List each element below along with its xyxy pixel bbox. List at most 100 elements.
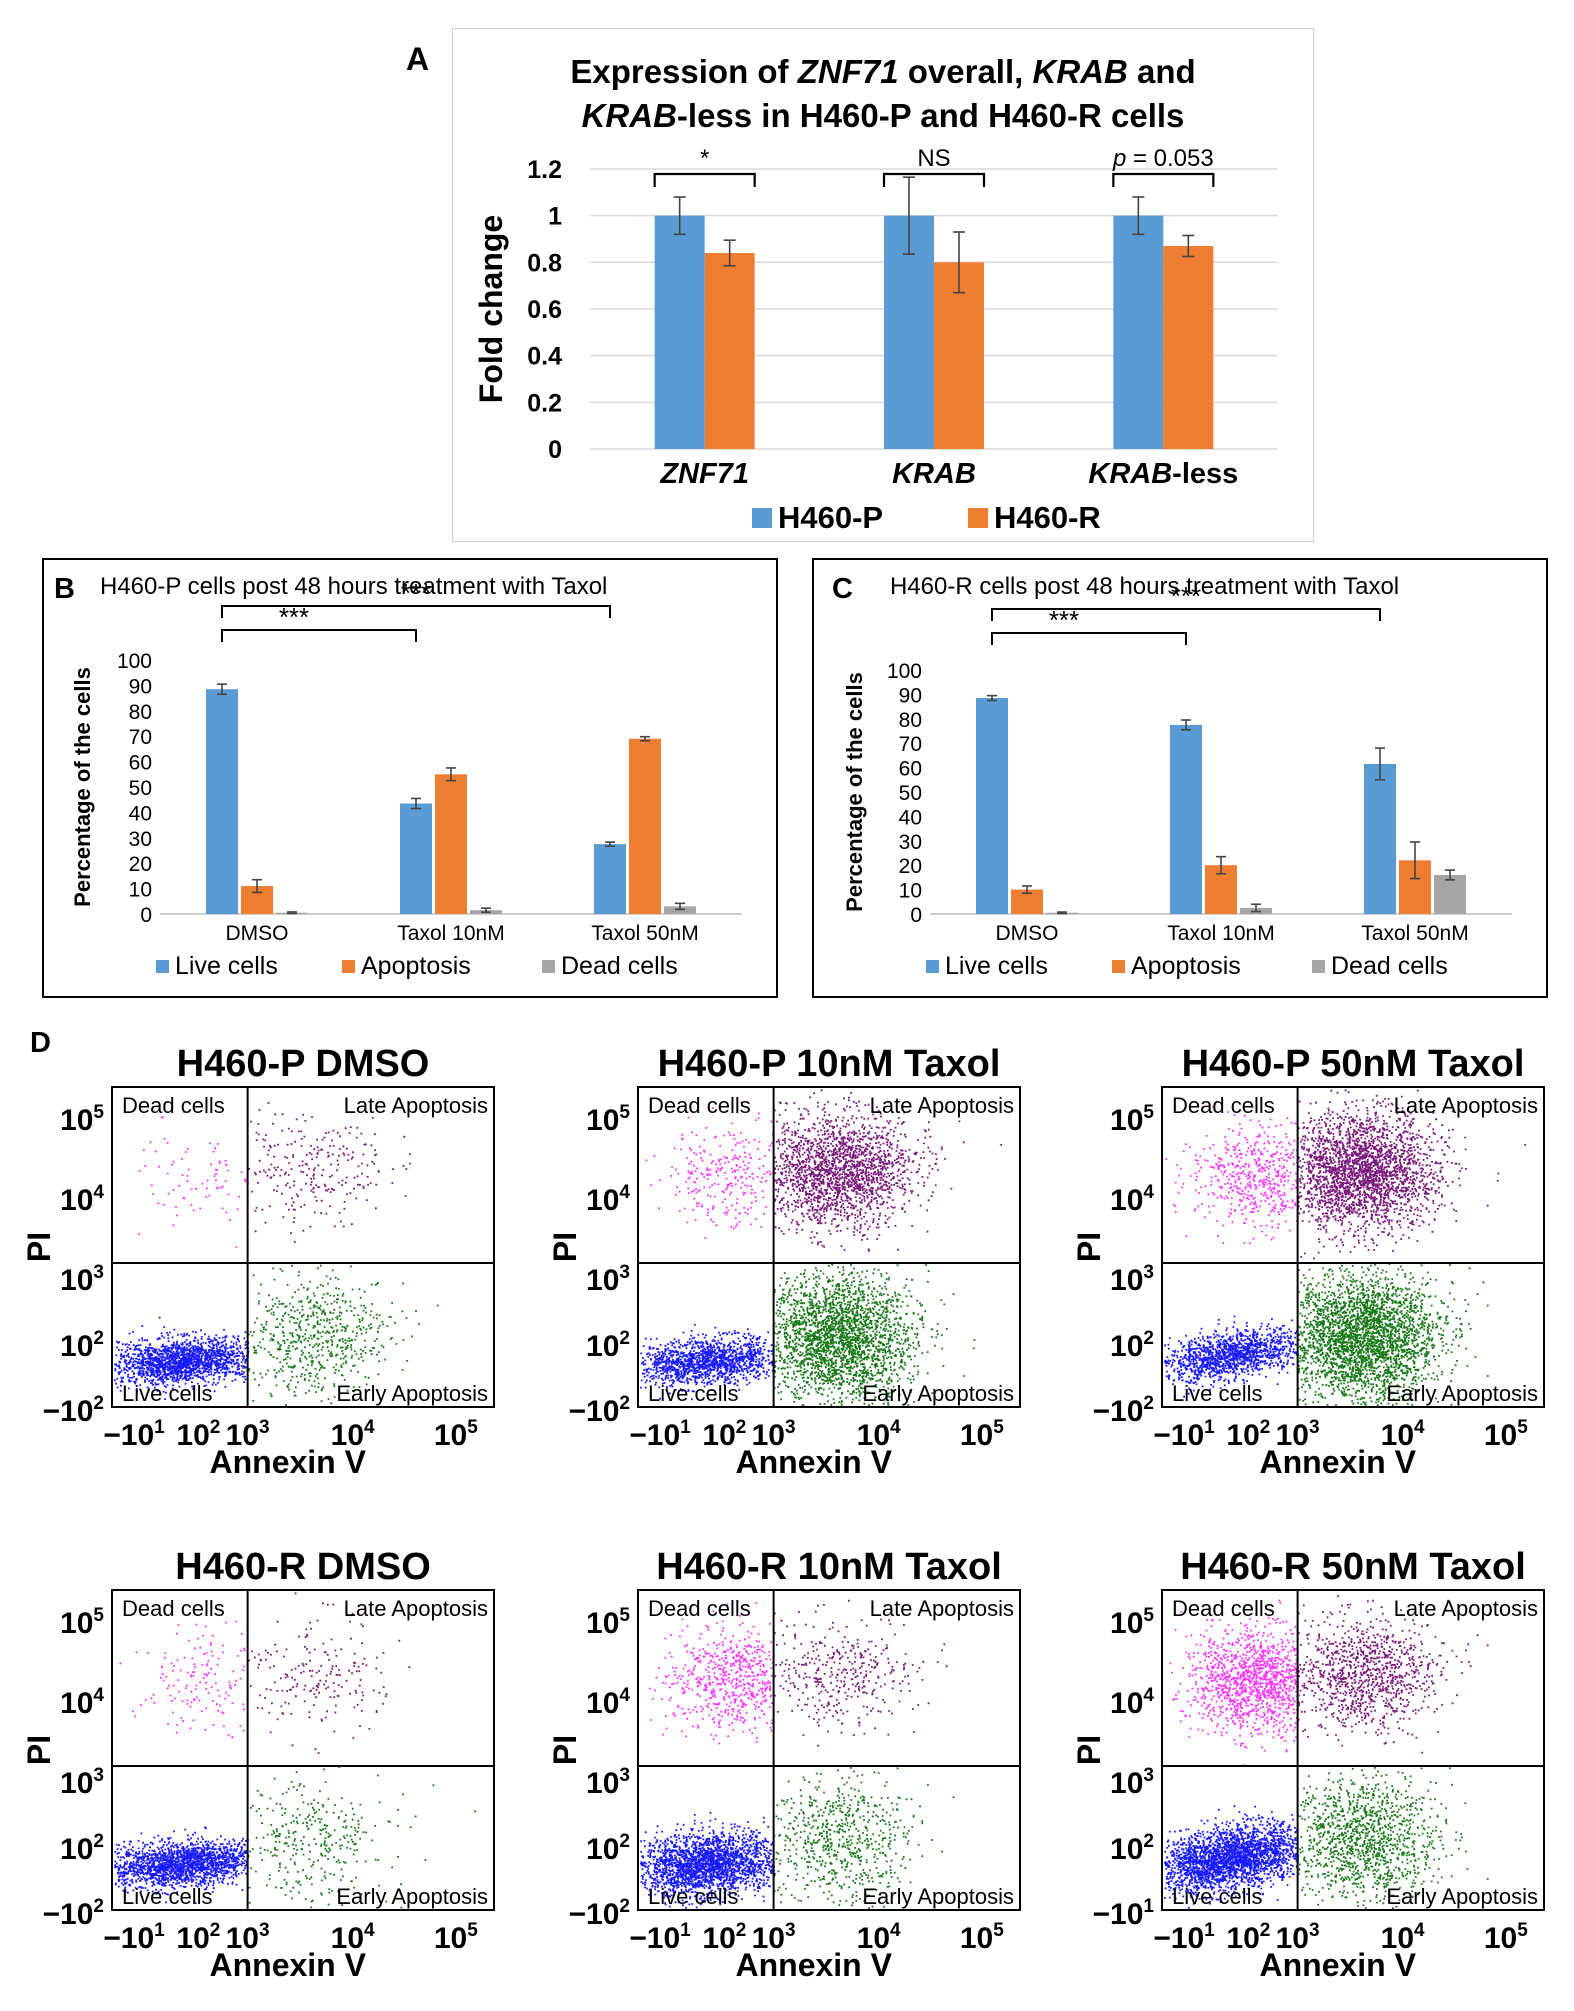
- flow-ytick-bottom: −102: [569, 1896, 630, 1931]
- flow-xtick: −101: [629, 1417, 691, 1452]
- flow-dots-live: [114, 1316, 250, 1400]
- chart-b-panel-letter: B: [54, 573, 75, 605]
- chart-a-legend-swatch-h460r: [968, 508, 988, 528]
- flow-plot-frame: [1161, 1589, 1545, 1911]
- flow-ytick: 105: [1110, 1102, 1154, 1137]
- chart-b-legend-label: Apoptosis: [361, 952, 471, 980]
- chart-a-title-line1: Expression of ZNF71 overall, KRAB and: [570, 53, 1195, 90]
- flow-dots-dead: [649, 1601, 775, 1745]
- flow-ytick: 102: [586, 1831, 630, 1866]
- flow-plot: H460-R 50nM Taxol Dead cells Late Apoptosi…: [1071, 1546, 1545, 1983]
- flow-quadrant-live: Live cells: [648, 1884, 738, 1909]
- flow-xtick: 104: [857, 1920, 901, 1955]
- flow-xtick: 102: [702, 1920, 746, 1955]
- flow-ytick: 105: [60, 1605, 104, 1640]
- flow-ytick: 104: [586, 1182, 630, 1217]
- chart-c-panel-letter: C: [832, 573, 853, 605]
- flow-dots-live: [640, 1811, 776, 1909]
- chart-b-title: H460-P cells post 48 hours treatment wit…: [100, 573, 607, 600]
- flow-plot: H460-P 50nM Taxol Dead cells Late Apoptosi…: [1071, 1043, 1545, 1480]
- flow-quadrant-early: Early Apoptosis: [1386, 1884, 1538, 1909]
- flow-xtick: 102: [176, 1920, 220, 1955]
- flow-ytick: 105: [586, 1102, 630, 1137]
- chart-c-legend-swatch: [1312, 960, 1325, 973]
- chart-b-ylabel: Percentage of the cells: [70, 667, 95, 907]
- chart-c-sig-bracket: [991, 632, 1187, 645]
- flow-ytick: 102: [1110, 1831, 1154, 1866]
- flow-plot-title: H460-P 50nM Taxol: [1182, 1043, 1525, 1085]
- flow-ytick: 104: [1110, 1685, 1154, 1720]
- chart-a-ytick: 1.2: [527, 156, 562, 184]
- flow-ytick-bottom: −102: [43, 1393, 104, 1428]
- chart-c-bar-live-cells: [1170, 724, 1202, 914]
- chart-a-bar-h460-r: [1163, 246, 1214, 449]
- chart-c-ytick: 0: [910, 904, 922, 927]
- flow-ytick: 103: [60, 1262, 104, 1297]
- flow-xlabel: Annexin V: [735, 1444, 892, 1480]
- chart-c-legend-swatch: [1112, 960, 1125, 973]
- flow-ylabel: PI: [21, 1232, 57, 1262]
- chart-b-sig-bracket: [221, 629, 417, 642]
- flow-xtick: 105: [960, 1417, 1004, 1452]
- chart-a-ytick: 0.2: [527, 389, 562, 417]
- chart-a-xtick: ZNF71: [659, 458, 749, 490]
- flow-xtick: 104: [1381, 1417, 1425, 1452]
- flow-dots-early-apoptosis: [773, 1264, 976, 1407]
- chart-c-xtick: Taxol 50nM: [1361, 922, 1468, 945]
- flow-xtick: 102: [702, 1417, 746, 1452]
- chart-b-bar-live-cells: [206, 689, 238, 914]
- flow-dots-late-apoptosis: [1297, 1595, 1489, 1754]
- flow-quadrant-dead: Dead cells: [122, 1093, 225, 1118]
- chart-b-bar-live-cells: [400, 803, 432, 914]
- chart-b-ytick: 100: [117, 650, 152, 673]
- chart-b-ytick: 90: [129, 675, 152, 698]
- flow-xtick: 105: [434, 1417, 478, 1452]
- flow-xlabel: Annexin V: [735, 1947, 892, 1983]
- chart-b-bar-apoptosis: [435, 774, 467, 914]
- flow-plot: H460-P 10nM Taxol Dead cells Late Apoptosi…: [547, 1043, 1021, 1480]
- flow-ytick: 103: [586, 1765, 630, 1800]
- flow-quadrant-early: Early Apoptosis: [336, 1884, 488, 1909]
- flow-quadrant-live: Live cells: [1172, 1884, 1262, 1909]
- flow-plot-title: H460-P DMSO: [177, 1043, 430, 1085]
- flow-ytick: 102: [1110, 1328, 1154, 1363]
- chart-c-legend-label: Live cells: [945, 952, 1048, 980]
- flow-xtick: 104: [331, 1417, 375, 1452]
- chart-b-xtick: Taxol 10nM: [397, 922, 504, 945]
- flow-ytick: 103: [60, 1765, 104, 1800]
- chart-c-ytick: 100: [887, 660, 922, 683]
- chart-b-sig-label: ***: [401, 578, 431, 608]
- flow-xtick: 104: [331, 1920, 375, 1955]
- flow-quadrant-late: Late Apoptosis: [870, 1093, 1014, 1118]
- chart-d: D H460-P DMSO Dead cells Late Apoptosis Live…: [21, 1027, 1545, 1983]
- chart-b-legend-label: Dead cells: [561, 952, 678, 980]
- flow-ytick: 104: [586, 1685, 630, 1720]
- chart-b-ytick: 0: [140, 904, 152, 927]
- chart-c-ytick: 80: [899, 709, 922, 732]
- chart-b-legend-swatch: [342, 960, 355, 973]
- chart-b-legend-label: Live cells: [175, 952, 278, 980]
- flow-dots-dead: [1169, 1599, 1300, 1766]
- chart-c-legend-swatch: [926, 960, 939, 973]
- chart-c: C H460-R cells post 48 hours treatment wi…: [832, 573, 1512, 980]
- flow-ytick-bottom: −102: [569, 1393, 630, 1428]
- flow-xtick: 103: [226, 1417, 270, 1452]
- chart-a-xtick: KRAB-less: [1088, 458, 1238, 490]
- chart-c-ytick: 20: [899, 855, 922, 878]
- flow-quadrant-late: Late Apoptosis: [870, 1596, 1014, 1621]
- flow-ylabel: PI: [1071, 1735, 1107, 1765]
- chart-a-bar-h460-p: [654, 215, 705, 449]
- flow-xtick: 105: [1484, 1920, 1528, 1955]
- chart-a-xtick: KRAB: [892, 458, 976, 490]
- chart-a-sig-bracket: [653, 172, 756, 187]
- flow-quadrant-late: Late Apoptosis: [344, 1596, 488, 1621]
- chart-b: B H460-P cells post 48 hours treatment wi…: [54, 573, 742, 980]
- flow-ytick: 104: [1110, 1182, 1154, 1217]
- flow-plot-title: H460-P 10nM Taxol: [658, 1043, 1001, 1085]
- flow-dots-live: [1164, 1805, 1300, 1909]
- flow-ytick: 103: [1110, 1765, 1154, 1800]
- flow-dots-early-apoptosis: [1297, 1263, 1489, 1407]
- chart-a-sig-bracket: [882, 172, 986, 187]
- flow-ytick: 104: [60, 1685, 104, 1720]
- chart-c-bar-live-cells: [976, 698, 1008, 914]
